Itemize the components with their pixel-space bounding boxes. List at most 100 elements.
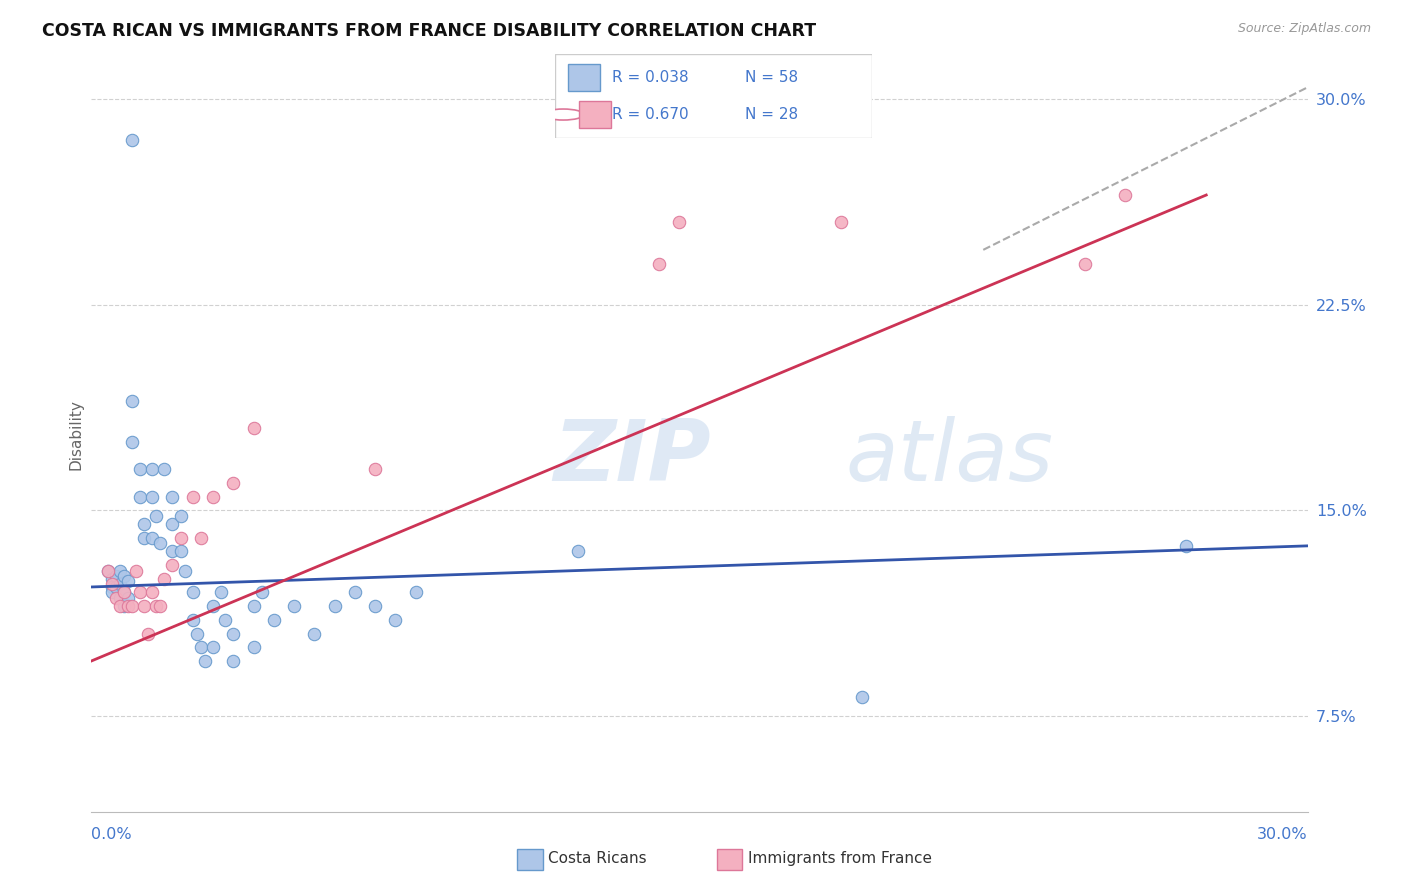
Text: COSTA RICAN VS IMMIGRANTS FROM FRANCE DISABILITY CORRELATION CHART: COSTA RICAN VS IMMIGRANTS FROM FRANCE DI… xyxy=(42,22,817,40)
Point xyxy=(100,580,122,594)
Point xyxy=(181,490,204,504)
Point xyxy=(186,626,208,640)
Point xyxy=(222,654,245,668)
Point xyxy=(100,572,122,586)
Point xyxy=(104,580,127,594)
Point xyxy=(112,585,135,599)
Point xyxy=(169,508,191,523)
Point xyxy=(405,585,427,599)
Point xyxy=(181,613,204,627)
Point xyxy=(100,577,122,591)
Point xyxy=(202,599,225,614)
Point xyxy=(141,490,163,504)
Point xyxy=(283,599,305,614)
Point xyxy=(364,599,387,614)
Point xyxy=(104,591,127,605)
Point xyxy=(242,421,264,435)
Text: N = 28: N = 28 xyxy=(745,107,799,122)
Text: atlas: atlas xyxy=(845,416,1053,499)
Point xyxy=(141,585,163,599)
Point xyxy=(250,585,273,599)
Point xyxy=(97,564,120,578)
Text: R = 0.670: R = 0.670 xyxy=(613,107,689,122)
Point xyxy=(1073,256,1095,270)
Point xyxy=(323,599,346,614)
Point xyxy=(132,599,155,614)
Point xyxy=(194,654,217,668)
Point xyxy=(117,599,139,614)
Point xyxy=(121,434,143,449)
Point xyxy=(851,690,873,704)
Point xyxy=(343,585,366,599)
Point xyxy=(1175,539,1198,553)
Text: N = 58: N = 58 xyxy=(745,70,799,85)
Point xyxy=(112,585,135,599)
Point xyxy=(108,564,131,578)
Point xyxy=(1114,188,1136,202)
FancyBboxPatch shape xyxy=(555,54,872,138)
Circle shape xyxy=(543,109,583,120)
Point xyxy=(181,585,204,599)
Point xyxy=(104,569,127,583)
Point xyxy=(125,564,148,578)
Text: 30.0%: 30.0% xyxy=(1257,827,1308,841)
Point xyxy=(121,133,143,147)
Point xyxy=(190,531,212,545)
Point xyxy=(121,393,143,408)
Point xyxy=(173,564,195,578)
Point xyxy=(162,558,184,572)
Point xyxy=(112,599,135,614)
Point xyxy=(190,640,212,655)
Point xyxy=(141,462,163,476)
Point xyxy=(117,591,139,605)
Point xyxy=(145,508,167,523)
Point xyxy=(648,256,671,270)
Point xyxy=(162,490,184,504)
Text: 0.0%: 0.0% xyxy=(91,827,132,841)
Point xyxy=(169,531,191,545)
Y-axis label: Disability: Disability xyxy=(67,400,83,470)
Text: Costa Ricans: Costa Ricans xyxy=(548,851,647,865)
Point xyxy=(202,490,225,504)
Point xyxy=(242,599,264,614)
Text: Immigrants from France: Immigrants from France xyxy=(748,851,932,865)
Point xyxy=(141,531,163,545)
Point xyxy=(304,626,326,640)
Text: ZIP: ZIP xyxy=(554,416,711,499)
Point xyxy=(132,516,155,531)
Point xyxy=(97,564,120,578)
Bar xyxy=(579,101,610,128)
Bar xyxy=(568,63,599,91)
Point xyxy=(209,585,232,599)
Point xyxy=(222,475,245,490)
Point xyxy=(153,572,176,586)
Point xyxy=(100,585,122,599)
Point xyxy=(202,640,225,655)
Point xyxy=(222,626,245,640)
Text: R = 0.038: R = 0.038 xyxy=(613,70,689,85)
Point xyxy=(108,599,131,614)
Point xyxy=(153,462,176,476)
Point xyxy=(830,215,852,229)
Point xyxy=(169,544,191,558)
Point xyxy=(668,215,690,229)
Point xyxy=(129,585,152,599)
Point xyxy=(567,544,589,558)
Point xyxy=(242,640,264,655)
Point xyxy=(364,462,387,476)
Point xyxy=(263,613,285,627)
Point xyxy=(145,599,167,614)
Point xyxy=(149,536,172,550)
Point xyxy=(108,577,131,591)
Point xyxy=(132,531,155,545)
Point xyxy=(162,516,184,531)
Point xyxy=(384,613,406,627)
Text: Source: ZipAtlas.com: Source: ZipAtlas.com xyxy=(1237,22,1371,36)
Point xyxy=(129,490,152,504)
Point xyxy=(136,626,159,640)
Point xyxy=(149,599,172,614)
Point xyxy=(121,599,143,614)
Point xyxy=(117,574,139,589)
Point xyxy=(112,569,135,583)
Point xyxy=(129,462,152,476)
